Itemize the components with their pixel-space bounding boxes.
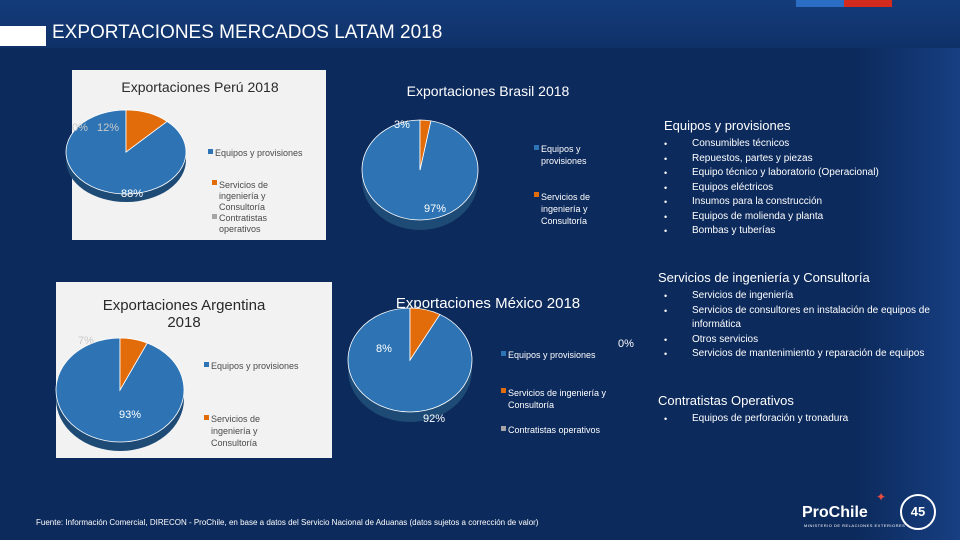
mexico-label-0: 92%: [423, 413, 445, 425]
list-item: Otros servicios: [664, 333, 954, 348]
argentina-label-0: 93%: [119, 409, 141, 421]
brasil-label-0: 97%: [424, 203, 446, 215]
argentina-chart-title: Exportaciones Argentina 2018: [103, 297, 266, 331]
brasil-label-1: 3%: [394, 119, 410, 131]
peru-label-0: 88%: [121, 188, 143, 200]
contratistas-info-title: Contratistas Operativos: [658, 393, 794, 408]
list-item: Equipos de molienda y planta: [664, 210, 904, 225]
peru-label-2: 0%: [72, 122, 88, 134]
ingenieria-info-list: Servicios de ingeniería Servicios de con…: [664, 289, 954, 362]
peru-chart-title: Exportaciones Perú 2018: [121, 79, 278, 95]
list-item: Equipos de perforación y tronadura: [664, 412, 918, 427]
peru-legend-item-0: Equipos y provisiones: [215, 148, 303, 158]
peru-label-1: 12%: [97, 122, 119, 134]
peru-legend-item-2: Contratistas operativos: [219, 213, 268, 234]
list-item: Servicios de ingeniería: [664, 289, 954, 304]
mexico-legend-item-0: Equipos y provisiones: [508, 350, 596, 360]
mexico-legend-swatch-2: [501, 426, 506, 431]
mexico-legend-swatch-1: [501, 388, 506, 393]
brasil-legend-item-0: Equipos y provisiones: [541, 144, 587, 166]
logo-tagline: MINISTERIO DE RELACIONES EXTERIORES: [804, 523, 906, 528]
mexico-legend-item-1: Servicios de ingeniería y Consultoría: [508, 388, 607, 410]
list-item: Insumos para la construcción: [664, 195, 904, 210]
star-icon: ✦: [876, 490, 887, 504]
brasil-legend: Equipos y provisiones Servicios de ingenie…: [534, 144, 590, 226]
list-item: Equipos eléctricos: [664, 181, 904, 196]
flag-stripe: [796, 0, 892, 7]
argentina-legend-item-1: Servicios de ingeniería y Consultoría: [211, 414, 260, 448]
mexico-chart-title: Exportaciones México 2018: [396, 295, 580, 312]
list-item: Consumibles técnicos: [664, 137, 904, 152]
peru-legend-swatch-2: [212, 214, 217, 219]
argentina-slice-1: [119, 337, 148, 392]
page-title: EXPORTACIONES MERCADOS LATAM 2018: [52, 22, 443, 43]
brasil-legend-item-1: Servicios de ingeniería y Consultoría: [541, 192, 590, 226]
brasil-legend-swatch-0: [534, 145, 539, 150]
ingenieria-info: Servicios de ingeniería y Consultoría Se…: [658, 270, 954, 362]
peru-chart: Exportaciones Perú 2018 88% 12% 0% Equipos…: [65, 79, 303, 234]
brasil-chart: Exportaciones Brasil 2018 97% 3% Equipos …: [361, 83, 590, 230]
equipos-info-list: Consumibles técnicos Repuestos, partes y…: [664, 137, 904, 239]
peru-slice-1: [125, 109, 168, 153]
argentina-legend-item-0: Equipos y provisiones: [211, 361, 299, 371]
source-footnote: Fuente: Información Comercial, DIRECON -…: [36, 518, 539, 527]
mexico-label-1: 8%: [376, 343, 392, 355]
mexico-legend: Equipos y provisiones Servicios de ingen…: [501, 350, 607, 435]
argentina-legend-swatch-1: [204, 415, 209, 420]
equipos-info-title: Equipos y provisiones: [664, 118, 791, 133]
argentina-chart: Exportaciones Argentina 2018 93% 7% Equipo…: [55, 297, 299, 451]
header-bar: EXPORTACIONES MERCADOS LATAM 2018: [0, 0, 960, 48]
argentina-legend-swatch-0: [204, 362, 209, 367]
brasil-slice-1: [419, 119, 432, 171]
argentina-legend: Equipos y provisiones Servicios de ingeni…: [204, 361, 299, 448]
mexico-chart: Exportaciones México 2018 92% 8% 0% Equipo…: [347, 295, 634, 435]
contratistas-info-list: Equipos de perforación y tronadura: [664, 412, 918, 427]
peru-legend: Equipos y provisiones Servicios de ingeni…: [208, 148, 303, 234]
logo-text: ProChile: [802, 504, 868, 521]
title-marker: [0, 26, 46, 46]
list-item: Servicios de mantenimiento y reparación …: [664, 347, 954, 362]
brasil-chart-title: Exportaciones Brasil 2018: [407, 83, 570, 99]
prochile-logo: ✦ ProChile MINISTERIO DE RELACIONES EXTE…: [802, 490, 942, 534]
peru-legend-swatch-1: [212, 180, 217, 185]
anniversary-badge: 45: [900, 494, 936, 530]
mexico-slice-1: [409, 307, 441, 362]
brasil-legend-swatch-1: [534, 192, 539, 197]
peru-legend-swatch-0: [208, 149, 213, 154]
argentina-label-1: 7%: [78, 335, 94, 347]
contratistas-info: Contratistas Operativos Equipos de perfo…: [658, 393, 918, 427]
peru-legend-item-1: Servicios de ingeniería y Consultoría: [219, 180, 268, 212]
ingenieria-info-title: Servicios de ingeniería y Consultoría: [658, 270, 870, 285]
mexico-legend-swatch-0: [501, 351, 506, 356]
list-item: Bombas y tuberías: [664, 224, 904, 239]
list-item: Equipo técnico y laboratorio (Operaciona…: [664, 166, 904, 181]
equipos-info: Equipos y provisiones Consumibles técnic…: [664, 118, 904, 239]
mexico-legend-item-2: Contratistas operativos: [508, 425, 601, 435]
list-item: Servicios de consultores en instalación …: [664, 304, 954, 333]
mexico-label-2: 0%: [618, 338, 634, 350]
list-item: Repuestos, partes y piezas: [664, 152, 904, 167]
